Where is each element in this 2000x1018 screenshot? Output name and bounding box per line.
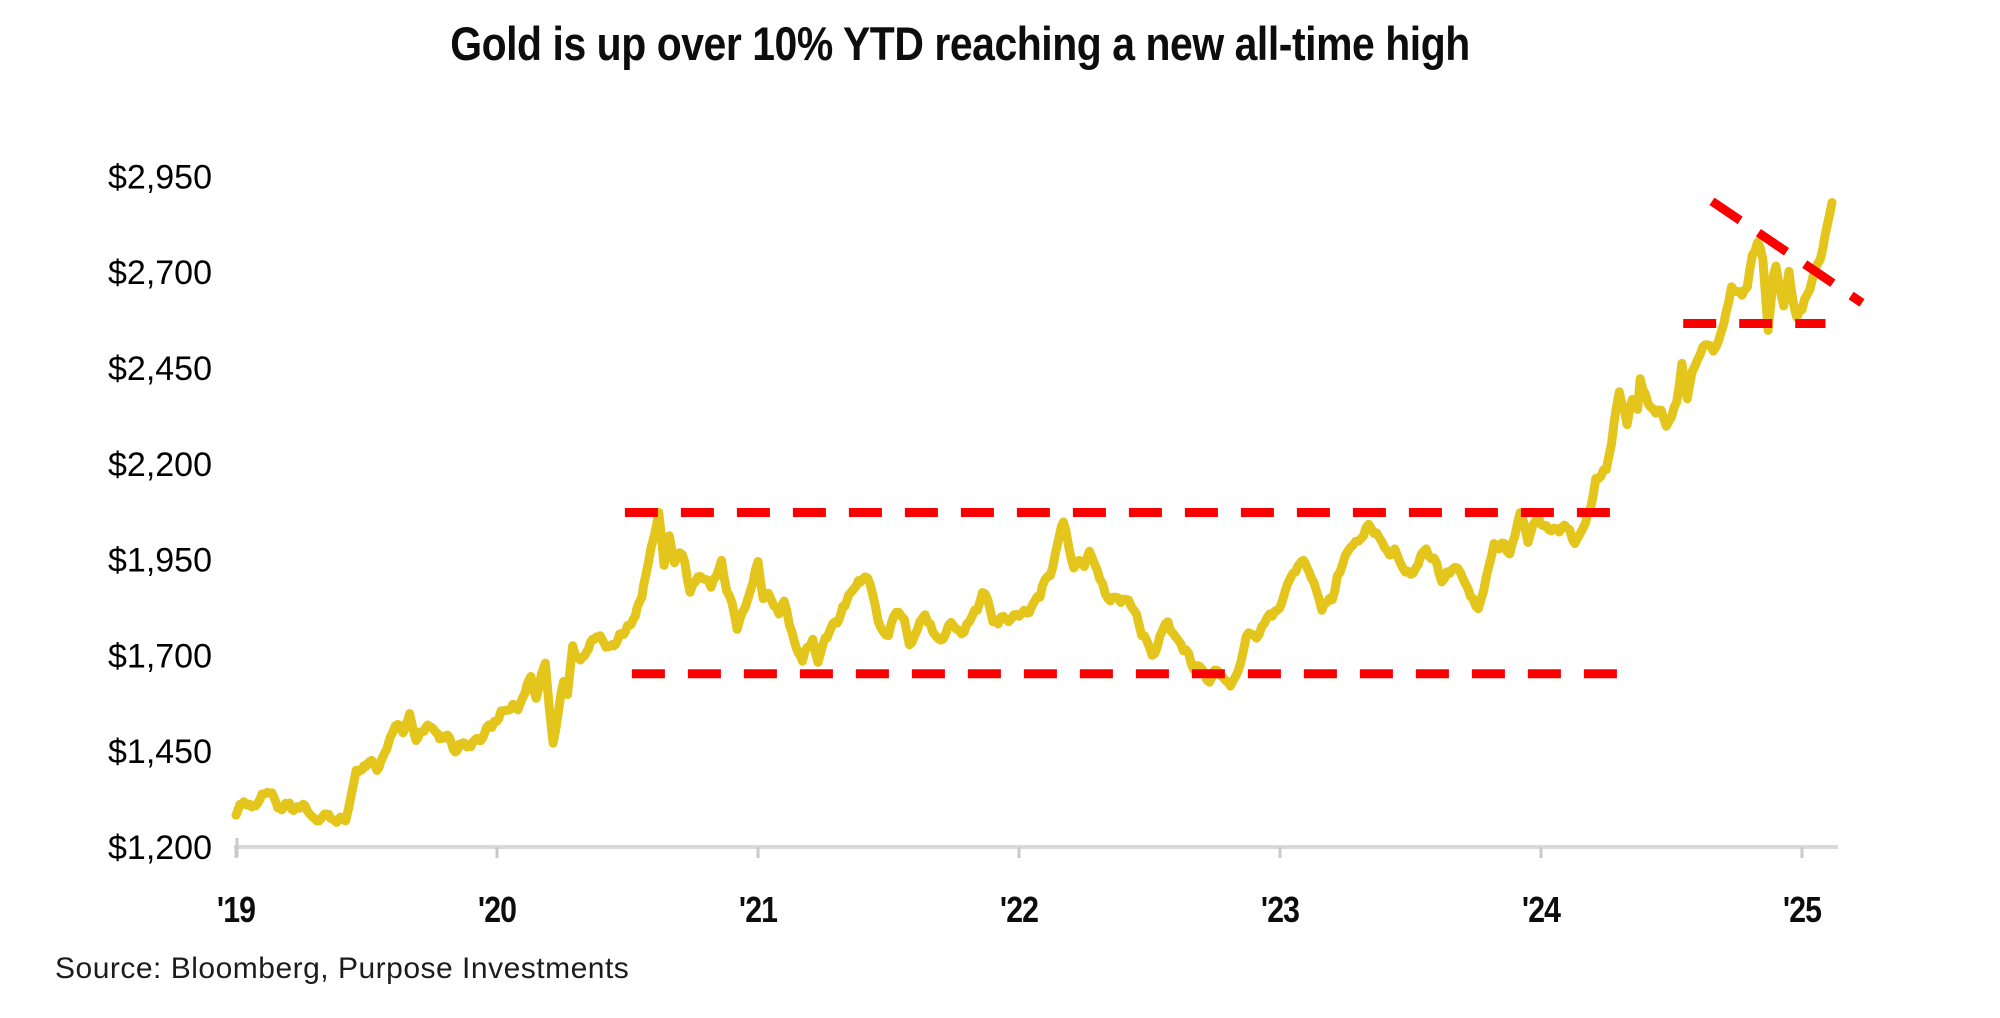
x-axis-tick-label: '25 (1783, 891, 1822, 931)
x-axis-tick-label: '23 (1261, 891, 1300, 931)
x-axis-tick-label: '19 (217, 891, 256, 931)
chart-title: Gold is up over 10% YTD reaching a new a… (450, 17, 1470, 70)
downtrend-line (1709, 197, 1865, 307)
gold-price-line (231, 198, 1837, 827)
x-axis-tick-label: '21 (739, 891, 778, 931)
y-axis-tick-label: $1,450 (108, 733, 212, 771)
y-axis-tick-label: $1,200 (108, 829, 212, 867)
x-axis-tick-label: '24 (1522, 891, 1562, 931)
y-axis-tick-label: $2,700 (108, 254, 212, 292)
y-axis-tick-label: $1,700 (108, 637, 212, 675)
x-axis-tick-label: '22 (1000, 891, 1039, 931)
x-axis-tick-label: '20 (478, 891, 517, 931)
y-axis-tick-label: $2,450 (108, 350, 212, 388)
source-attribution: Source: Bloomberg, Purpose Investments (55, 952, 630, 985)
y-axis-tick-label: $2,200 (108, 446, 212, 484)
y-axis-tick-label: $2,950 (108, 158, 212, 196)
y-axis-tick-label: $1,950 (108, 542, 212, 580)
